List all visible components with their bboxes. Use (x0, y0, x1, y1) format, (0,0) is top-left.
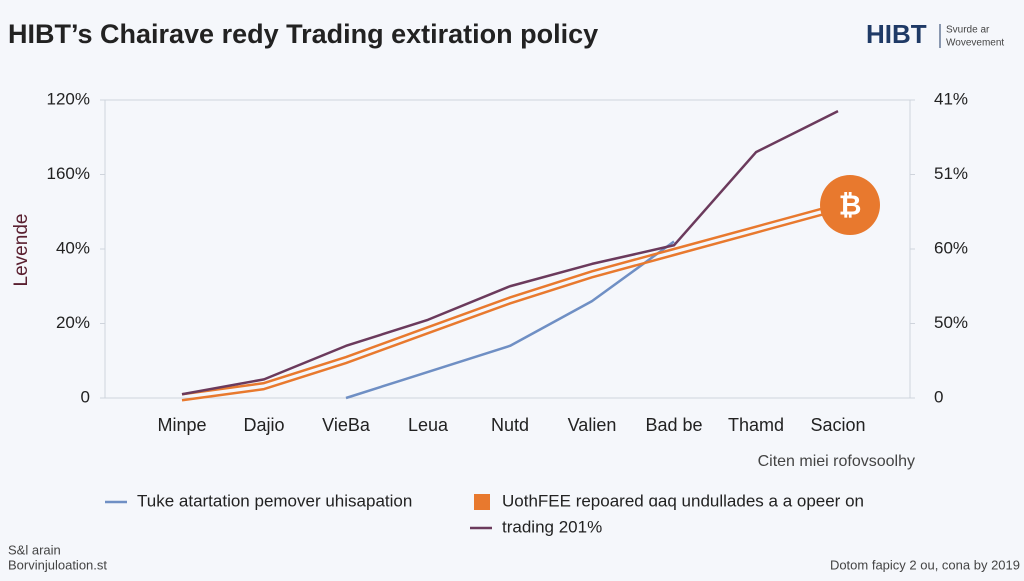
x-tick-label: Bad be (645, 415, 702, 435)
series-line (181, 110, 839, 396)
y2-tick-label: 60% (934, 238, 968, 257)
x-tick-label: Minpe (157, 415, 206, 435)
logo-sub: Svurde ar (946, 25, 990, 36)
y-axis-label: Levende (11, 214, 32, 287)
legend-label: UothFEE repoared ɑaq undullades a a opee… (502, 491, 864, 510)
logo-sub: Wovevement (946, 38, 1004, 49)
legend-swatch (474, 494, 490, 510)
y-tick-label: 120% (47, 89, 90, 108)
y-tick-label: 20% (56, 313, 90, 332)
y-tick-label: 0 (81, 387, 90, 406)
legend-label: trading 201% (502, 517, 602, 536)
y2-tick-label: 50% (934, 313, 968, 332)
x-tick-label: Nutd (491, 415, 529, 435)
chart-title: HIBT’s Chairave redy Trading extiration … (8, 19, 598, 49)
legend-label: Tuke atartation pemover uhisapation (137, 491, 412, 510)
y-tick-label: 160% (47, 164, 90, 183)
x-tick-label: Thamd (728, 415, 784, 435)
y2-tick-label: 51% (934, 164, 968, 183)
logo: HIBT (866, 19, 927, 49)
y-tick-label: 40% (56, 238, 90, 257)
x-tick-label: Valien (568, 415, 617, 435)
footer: S&l arain (8, 542, 61, 557)
footer: Dotom fapicy 2 ou, cona by 2019 (830, 557, 1020, 572)
plot-frame (104, 99, 911, 399)
bitcoin-symbol: ₿ (839, 189, 862, 220)
x-tick-label: Sacion (810, 415, 865, 435)
annotation: Citen miei rofovsoolhy (758, 453, 915, 470)
x-tick-label: VieBa (322, 415, 371, 435)
bitcoin-icon (820, 175, 880, 235)
footer: Borvinjuloation.st (8, 557, 107, 572)
series-line (181, 203, 839, 396)
y2-tick-label: 0 (934, 387, 943, 406)
x-tick-label: Dajio (243, 415, 284, 435)
y2-tick-label: 41% (934, 89, 968, 108)
series-line (181, 209, 839, 402)
series-line (345, 240, 675, 400)
x-tick-label: Leua (408, 415, 449, 435)
